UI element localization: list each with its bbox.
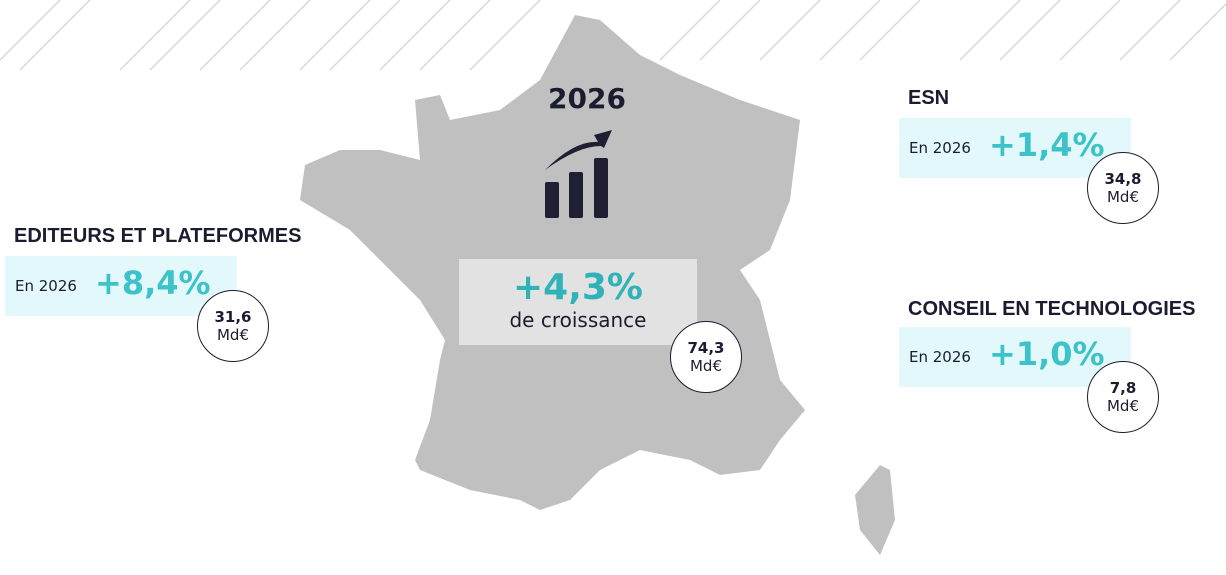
amount: 74,3 bbox=[687, 339, 725, 357]
total-circle: 74,3 Md€ bbox=[670, 321, 742, 393]
unit: Md€ bbox=[689, 357, 722, 375]
segment-title: CONSEIL EN TECHNOLOGIES bbox=[908, 298, 1196, 320]
unit: Md€ bbox=[1106, 188, 1139, 206]
unit: Md€ bbox=[216, 326, 249, 344]
segment-growth: +1,0% bbox=[989, 335, 1105, 373]
segment-growth: +1,4% bbox=[989, 126, 1105, 164]
decorative-stripes bbox=[0, 0, 1226, 71]
segment-growth: +8,4% bbox=[95, 264, 211, 302]
growth-icon bbox=[545, 130, 612, 218]
segment-label: En 2026 bbox=[15, 277, 77, 295]
year: 2026 bbox=[548, 82, 626, 115]
amount: 7,8 bbox=[1109, 379, 1137, 397]
segment-circle: 31,6 Md€ bbox=[197, 290, 269, 362]
segment-box: En 2026 +8,4% bbox=[5, 256, 237, 316]
total-caption: de croissance bbox=[509, 308, 647, 332]
segment-circle: 34,8 Md€ bbox=[1087, 152, 1159, 224]
segment-title: ESN bbox=[908, 87, 950, 109]
amount: 34,8 bbox=[1104, 170, 1142, 188]
segment-circle: 7,8 Md€ bbox=[1087, 361, 1159, 433]
amount: 31,6 bbox=[214, 308, 252, 326]
segment-label: En 2026 bbox=[909, 139, 971, 157]
segment-label: En 2026 bbox=[909, 348, 971, 366]
total-box: +4,3% de croissance bbox=[459, 259, 697, 345]
total-growth: +4,3% bbox=[512, 267, 643, 308]
corsica-map bbox=[855, 465, 895, 555]
segment-title: EDITEURS ET PLATEFORMES bbox=[14, 225, 302, 247]
unit: Md€ bbox=[1106, 397, 1139, 415]
